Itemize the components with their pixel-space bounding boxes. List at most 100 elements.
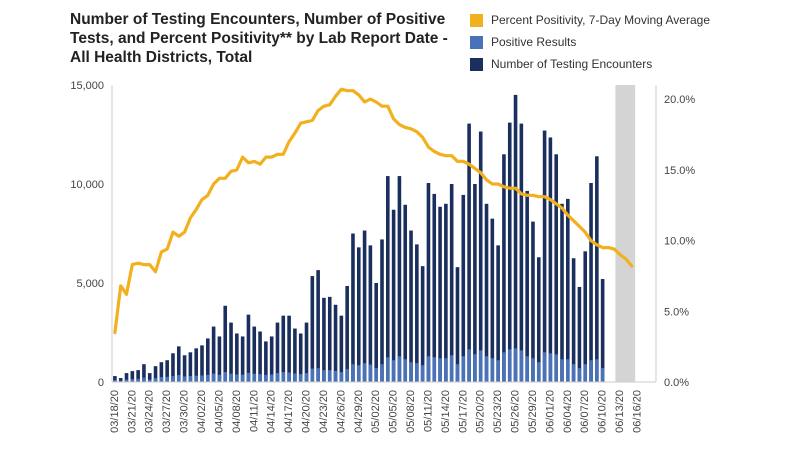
x-tick-label: 05/17/20 bbox=[457, 390, 469, 433]
bar-testing-encounters bbox=[281, 315, 286, 382]
x-tick-label: 06/01/20 bbox=[544, 390, 556, 433]
bar-testing-encounters bbox=[484, 203, 489, 382]
chart-title: Number of Testing Encounters, Number of … bbox=[70, 11, 448, 66]
x-tick-label: 04/11/20 bbox=[248, 390, 260, 432]
bar-positive-results bbox=[264, 374, 268, 382]
bar-testing-encounters bbox=[147, 373, 152, 382]
bar-testing-encounters bbox=[478, 131, 483, 382]
bar-positive-results bbox=[229, 373, 233, 382]
bar-testing-encounters bbox=[566, 198, 570, 382]
bar-testing-encounters bbox=[258, 331, 262, 382]
bar-positive-results bbox=[206, 374, 210, 382]
bar-testing-encounters bbox=[275, 322, 280, 382]
bar-positive-results bbox=[252, 373, 257, 382]
bar-testing-encounters bbox=[496, 245, 500, 382]
legend-swatch-testing-encounters bbox=[470, 57, 483, 71]
bar-positive-results bbox=[566, 359, 570, 382]
bar-positive-results bbox=[298, 374, 303, 382]
chart-legend: Percent Positivity, 7-Day Moving Average… bbox=[470, 9, 790, 75]
bar-positive-results bbox=[560, 359, 564, 382]
bar-testing-encounters bbox=[502, 154, 506, 382]
x-tick-label: 03/27/20 bbox=[161, 390, 173, 433]
bar-positive-results bbox=[269, 374, 274, 382]
bar-testing-encounters bbox=[362, 230, 367, 382]
bar-testing-encounters bbox=[461, 194, 466, 382]
bar-testing-encounters bbox=[118, 378, 123, 382]
bar-positive-results bbox=[484, 356, 489, 382]
line-percent-positivity bbox=[113, 87, 634, 335]
bar-testing-encounters bbox=[548, 137, 553, 382]
x-tick-label: 06/10/20 bbox=[597, 390, 609, 433]
bar-testing-encounters bbox=[432, 193, 437, 382]
bar-testing-encounters bbox=[374, 283, 378, 382]
bar-testing-encounters bbox=[327, 296, 332, 382]
bar-testing-encounters bbox=[525, 190, 529, 382]
x-tick-label: 05/11/20 bbox=[422, 390, 434, 432]
bar-positive-results bbox=[281, 372, 286, 382]
bar-positive-results bbox=[589, 360, 593, 382]
bar-testing-encounters bbox=[345, 285, 349, 382]
bar-positive-results bbox=[258, 374, 262, 382]
bar-testing-encounters bbox=[542, 130, 547, 382]
legend-label-testing-encounters: Number of Testing Encounters bbox=[491, 57, 653, 71]
bar-testing-encounters bbox=[560, 203, 564, 382]
bar-testing-encounters bbox=[316, 270, 320, 382]
bar-testing-encounters bbox=[531, 221, 535, 382]
y-tick-left-label: 15,000 bbox=[70, 80, 104, 92]
axes-layer: 0 5,000 10,000 15,000 0.0% 5.0% 10.0% 15.0% 20.0… bbox=[70, 80, 695, 433]
legend-label-percent-positivity: Percent Positivity, 7-Day Moving Average bbox=[491, 13, 710, 27]
bar-testing-encounters bbox=[444, 203, 448, 382]
bar-positive-results bbox=[386, 357, 390, 382]
bar-positive-results bbox=[176, 375, 181, 382]
bar-testing-encounters bbox=[171, 353, 175, 382]
x-tick-label: 03/18/20 bbox=[109, 390, 121, 433]
y-tick-right-label: 20.0% bbox=[664, 94, 695, 106]
bar-testing-encounters bbox=[356, 247, 361, 382]
bar-positive-results bbox=[415, 363, 419, 382]
bar-testing-encounters bbox=[589, 183, 593, 382]
legend-swatch-percent-positivity bbox=[470, 13, 483, 27]
bar-testing-encounters bbox=[229, 322, 233, 382]
bar-positive-results bbox=[554, 354, 558, 382]
bar-positive-results bbox=[240, 374, 245, 382]
bar-testing-encounters bbox=[519, 123, 524, 383]
bar-testing-encounters bbox=[206, 338, 210, 382]
bar-positive-results bbox=[211, 373, 216, 382]
y-tick-right-label: 5.0% bbox=[664, 306, 689, 318]
x-tick-label: 03/24/20 bbox=[144, 390, 156, 433]
bar-positive-results bbox=[473, 354, 477, 382]
bar-positive-results bbox=[374, 368, 378, 382]
bar-testing-encounters bbox=[252, 326, 257, 382]
bar-testing-encounters bbox=[124, 373, 129, 382]
bar-testing-encounters bbox=[438, 206, 442, 382]
bar-testing-encounters bbox=[577, 286, 582, 382]
bar-positive-results bbox=[438, 358, 442, 382]
bar-positive-results bbox=[420, 365, 425, 382]
bar-testing-encounters bbox=[339, 315, 344, 382]
x-tick-label: 04/20/20 bbox=[301, 390, 313, 433]
bar-positive-results bbox=[113, 380, 117, 382]
x-tick-label: 04/02/20 bbox=[196, 390, 208, 433]
bar-positive-results bbox=[136, 378, 140, 382]
bar-positive-results bbox=[600, 368, 605, 382]
bar-positive-results bbox=[519, 350, 524, 382]
bar-testing-encounters bbox=[310, 276, 315, 382]
bar-testing-encounters bbox=[269, 336, 274, 382]
bar-testing-encounters bbox=[490, 218, 495, 382]
x-tick-label: 03/21/20 bbox=[126, 390, 138, 433]
bar-positive-results bbox=[275, 373, 280, 382]
x-tick-label: 04/08/20 bbox=[231, 390, 243, 433]
bar-positive-results bbox=[322, 370, 326, 382]
bar-testing-encounters bbox=[473, 184, 477, 382]
bar-testing-encounters bbox=[287, 315, 291, 382]
bar-positive-results bbox=[200, 375, 204, 382]
y-tick-right-label: 10.0% bbox=[664, 236, 695, 248]
bar-positive-results bbox=[496, 360, 500, 382]
bar-testing-encounters bbox=[333, 304, 338, 382]
bar-testing-encounters bbox=[513, 94, 518, 383]
bar-testing-encounters bbox=[165, 360, 169, 382]
bar-testing-encounters bbox=[368, 245, 373, 382]
bar-testing-encounters bbox=[293, 328, 297, 382]
bar-positive-results bbox=[351, 364, 355, 382]
x-tick-label: 05/29/20 bbox=[527, 390, 539, 433]
